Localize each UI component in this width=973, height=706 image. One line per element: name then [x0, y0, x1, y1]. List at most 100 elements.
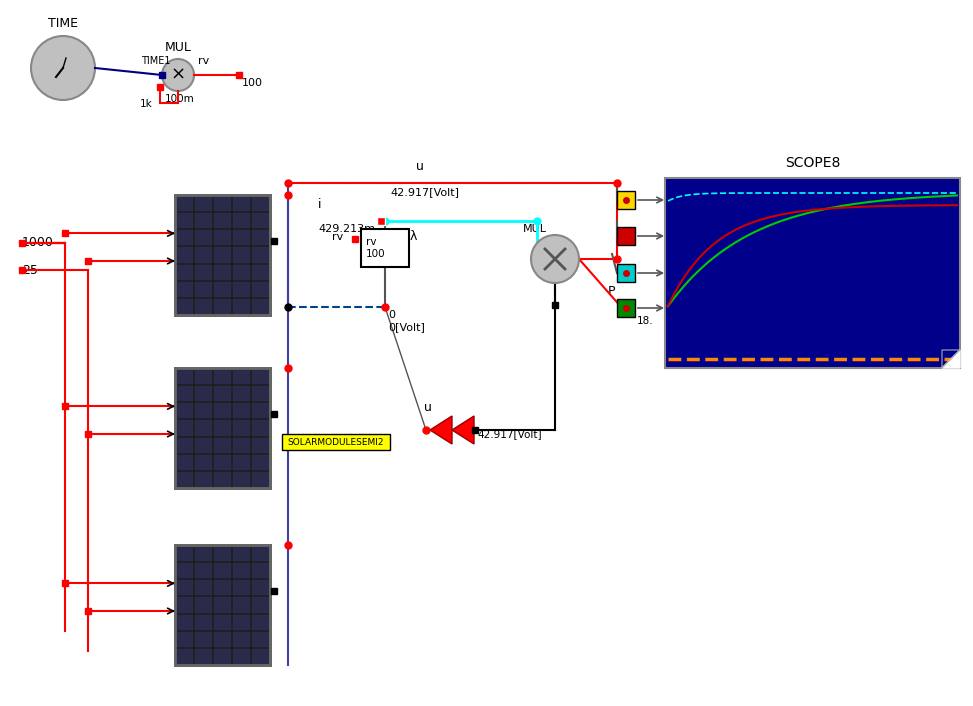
Circle shape	[31, 36, 95, 100]
Bar	[176, 614, 193, 630]
Text: rv: rv	[198, 56, 209, 66]
Bar	[195, 597, 212, 613]
Bar	[252, 649, 269, 664]
Bar	[233, 265, 250, 280]
Bar	[252, 563, 269, 578]
Bar	[214, 649, 231, 664]
Text: TIME1: TIME1	[141, 56, 170, 66]
Text: 1k: 1k	[140, 99, 153, 109]
Bar	[195, 455, 212, 470]
Text: 100: 100	[242, 78, 263, 88]
Text: P: P	[607, 285, 615, 298]
Bar	[252, 247, 269, 263]
Text: 0
0[Volt]: 0 0[Volt]	[388, 310, 425, 332]
Bar	[617, 299, 635, 317]
Bar	[176, 369, 193, 384]
Text: SCOPE8: SCOPE8	[785, 156, 841, 170]
Text: 1000: 1000	[22, 237, 54, 249]
Bar	[175, 545, 270, 665]
Bar	[252, 265, 269, 280]
Bar	[176, 282, 193, 297]
Bar	[252, 455, 269, 470]
Bar	[214, 230, 231, 246]
Bar	[195, 421, 212, 436]
Bar	[176, 247, 193, 263]
Bar	[233, 282, 250, 297]
Bar	[214, 614, 231, 630]
Bar	[214, 265, 231, 280]
Text: SOLARMODULESEMI2: SOLARMODULESEMI2	[288, 438, 384, 447]
Text: i: i	[318, 198, 321, 211]
Bar	[195, 299, 212, 314]
Bar	[214, 282, 231, 297]
Text: 18.: 18.	[637, 316, 654, 326]
Text: 429.213m: 429.213m	[318, 224, 375, 234]
Bar	[176, 438, 193, 453]
Bar	[252, 597, 269, 613]
Text: 100m: 100m	[165, 94, 195, 104]
Text: 42.917[Volt]: 42.917[Volt]	[390, 187, 459, 197]
Bar	[195, 247, 212, 263]
Bar	[233, 403, 250, 419]
Bar	[214, 299, 231, 314]
Bar	[214, 386, 231, 401]
Bar	[214, 369, 231, 384]
Bar	[282, 434, 390, 450]
Bar	[233, 649, 250, 664]
Text: MUL: MUL	[523, 224, 547, 234]
Bar	[176, 196, 193, 211]
Bar	[176, 213, 193, 228]
Bar	[214, 421, 231, 436]
Bar	[176, 580, 193, 595]
Bar	[233, 386, 250, 401]
Bar	[195, 438, 212, 453]
Bar	[252, 299, 269, 314]
Text: u: u	[424, 401, 432, 414]
Bar	[214, 403, 231, 419]
Bar	[176, 546, 193, 561]
Bar	[233, 247, 250, 263]
Bar	[175, 545, 270, 665]
Bar	[233, 299, 250, 314]
Text: 42.917[Volt]: 42.917[Volt]	[477, 429, 542, 439]
Bar	[195, 546, 212, 561]
Bar	[195, 472, 212, 487]
Bar	[176, 649, 193, 664]
Bar	[252, 421, 269, 436]
Bar	[195, 282, 212, 297]
Polygon shape	[452, 416, 474, 444]
Bar	[176, 597, 193, 613]
Bar	[252, 580, 269, 595]
Bar	[233, 438, 250, 453]
Text: rv: rv	[332, 232, 343, 242]
Bar	[252, 369, 269, 384]
Bar	[214, 632, 231, 647]
Bar	[214, 213, 231, 228]
Bar	[175, 195, 270, 315]
Bar	[665, 178, 960, 368]
Bar	[214, 196, 231, 211]
Bar	[252, 472, 269, 487]
Bar	[252, 386, 269, 401]
Bar	[214, 472, 231, 487]
Bar	[214, 438, 231, 453]
Bar	[617, 191, 635, 209]
Bar	[233, 632, 250, 647]
Bar	[252, 632, 269, 647]
Bar	[233, 213, 250, 228]
Bar	[233, 369, 250, 384]
Text: λ: λ	[410, 230, 417, 244]
Text: u: u	[416, 160, 424, 173]
Bar	[176, 386, 193, 401]
Text: rv
100: rv 100	[366, 237, 385, 259]
Bar	[176, 563, 193, 578]
Bar	[195, 369, 212, 384]
Bar	[233, 614, 250, 630]
Bar	[214, 597, 231, 613]
Bar	[176, 421, 193, 436]
Bar	[252, 403, 269, 419]
Bar	[233, 563, 250, 578]
Bar	[233, 196, 250, 211]
Circle shape	[531, 235, 579, 283]
Bar	[252, 230, 269, 246]
